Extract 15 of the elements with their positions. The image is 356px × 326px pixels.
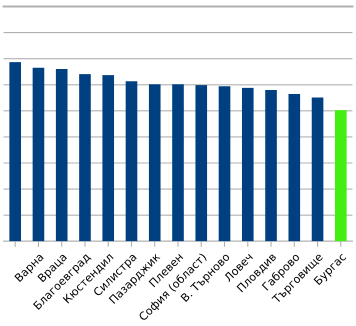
bar [148, 84, 161, 242]
bar [126, 81, 138, 242]
bar [102, 75, 114, 242]
bar [56, 69, 68, 242]
bar [79, 74, 91, 242]
bar [265, 90, 277, 242]
bar [195, 85, 208, 242]
bar [218, 86, 230, 242]
bar [32, 68, 44, 242]
bar [288, 94, 300, 242]
bar [9, 62, 22, 242]
bar [172, 84, 184, 242]
bar [312, 98, 324, 242]
bar [242, 88, 254, 242]
bar [334, 110, 347, 242]
